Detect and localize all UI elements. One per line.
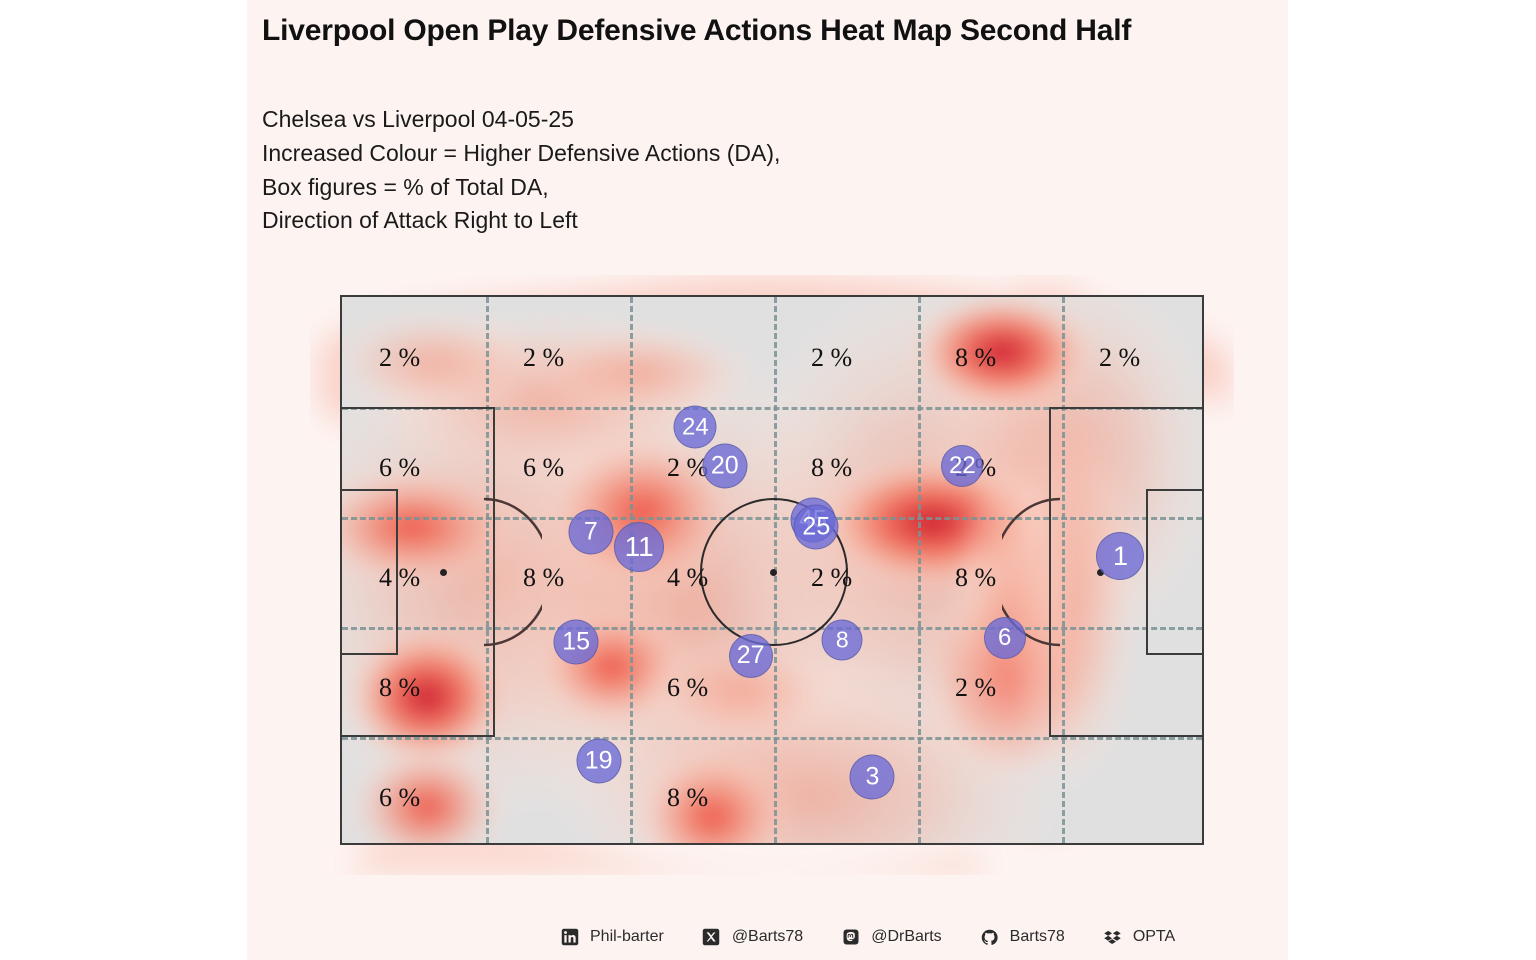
pitch-container: 2 % 2 % 2 % 8 % 2 % 6 % 6 % 2 % 8 % 2 % 4 % 8 % 4 % 2… <box>340 295 1204 845</box>
centre-circle <box>700 498 848 646</box>
zone-gridline-h4 <box>342 737 1202 740</box>
zone-label: 2 % <box>523 342 565 372</box>
left-goal <box>340 533 342 611</box>
x-twitter-icon <box>702 928 721 947</box>
zone-label: 4 % <box>667 562 709 592</box>
footer-credits: Phil-barter @Barts78 @DrBarts <box>560 920 1213 954</box>
football-pitch: 2 % 2 % 2 % 8 % 2 % 6 % 6 % 2 % 8 % 2 % 4 % 8 % 4 % 2… <box>340 295 1204 845</box>
dropbox-icon <box>1103 928 1122 947</box>
left-goal-area <box>342 489 398 655</box>
left-penalty-spot <box>440 569 447 576</box>
left-penalty-arc <box>483 497 542 647</box>
zone-gridline-v1 <box>486 297 489 843</box>
right-goal-area <box>1146 489 1202 655</box>
player-marker[interactable]: 15 <box>553 619 599 665</box>
zone-label: 2 % <box>379 342 421 372</box>
footer-label-x: @Barts78 <box>731 928 804 945</box>
mastodon-icon <box>841 928 860 947</box>
player-marker[interactable]: 20 <box>702 443 748 489</box>
player-marker[interactable]: 11 <box>614 521 665 572</box>
zone-label: 4 % <box>379 562 421 592</box>
zone-label: 2 % <box>811 342 853 372</box>
left-penalty-area <box>342 407 495 737</box>
footer-label-mastodon: @DrBarts <box>871 928 942 945</box>
zone-gridline-v4 <box>918 297 921 843</box>
zone-label: 6 % <box>379 782 421 812</box>
zone-label: 8 % <box>379 672 421 702</box>
zone-label: 2 % <box>955 672 997 702</box>
zone-label: 2 % <box>811 562 853 592</box>
footer-item-github[interactable]: Barts78 <box>980 928 1065 947</box>
zone-label: 2 % <box>1099 342 1141 372</box>
linkedin-icon <box>560 928 579 947</box>
zone-label: 8 % <box>667 782 709 812</box>
player-marker[interactable]: 3 <box>849 754 895 800</box>
footer-label-opta: OPTA <box>1132 928 1176 945</box>
zone-label: 6 % <box>379 452 421 482</box>
player-marker[interactable]: 27 <box>728 633 773 678</box>
zone-label: 6 % <box>667 672 709 702</box>
chart-subtitle: Chelsea vs Liverpool 04-05-25 Increased … <box>262 106 781 234</box>
zone-label: 6 % <box>523 452 565 482</box>
player-marker[interactable]: 19 <box>576 738 622 784</box>
player-marker[interactable]: 24 <box>673 405 717 449</box>
player-marker[interactable]: 8 <box>821 619 863 661</box>
zone-label: 8 % <box>811 452 853 482</box>
centre-spot <box>770 569 777 576</box>
player-marker[interactable]: 7 <box>568 509 614 555</box>
zone-label: 2 % <box>667 452 709 482</box>
player-marker[interactable]: 22 <box>941 445 984 488</box>
footer-label-linkedin: Phil-barter <box>590 928 664 945</box>
page-title: Liverpool Open Play Defensive Actions He… <box>262 14 1132 47</box>
player-marker[interactable]: 6 <box>983 617 1026 659</box>
zone-label: 8 % <box>955 562 997 592</box>
player-marker[interactable]: 1 <box>1096 532 1145 581</box>
zone-label: 8 % <box>523 562 565 592</box>
right-goal <box>1202 533 1204 611</box>
right-penalty-spot <box>1097 569 1104 576</box>
github-icon <box>980 928 999 947</box>
footer-item-dropbox[interactable]: OPTA <box>1103 928 1175 947</box>
footer-item-mastodon[interactable]: @DrBarts <box>841 928 942 947</box>
right-penalty-area <box>1049 407 1202 737</box>
footer-item-linkedin[interactable]: Phil-barter <box>560 928 664 947</box>
right-penalty-arc <box>1002 497 1061 647</box>
zone-label: 8 % <box>955 342 997 372</box>
footer-label-github: Barts78 <box>1009 928 1065 945</box>
zone-gridline-h1 <box>342 407 1202 410</box>
player-marker[interactable]: 25 <box>793 504 839 550</box>
zone-gridline-v5 <box>1062 297 1065 843</box>
footer-item-x[interactable]: @Barts78 <box>702 928 803 947</box>
